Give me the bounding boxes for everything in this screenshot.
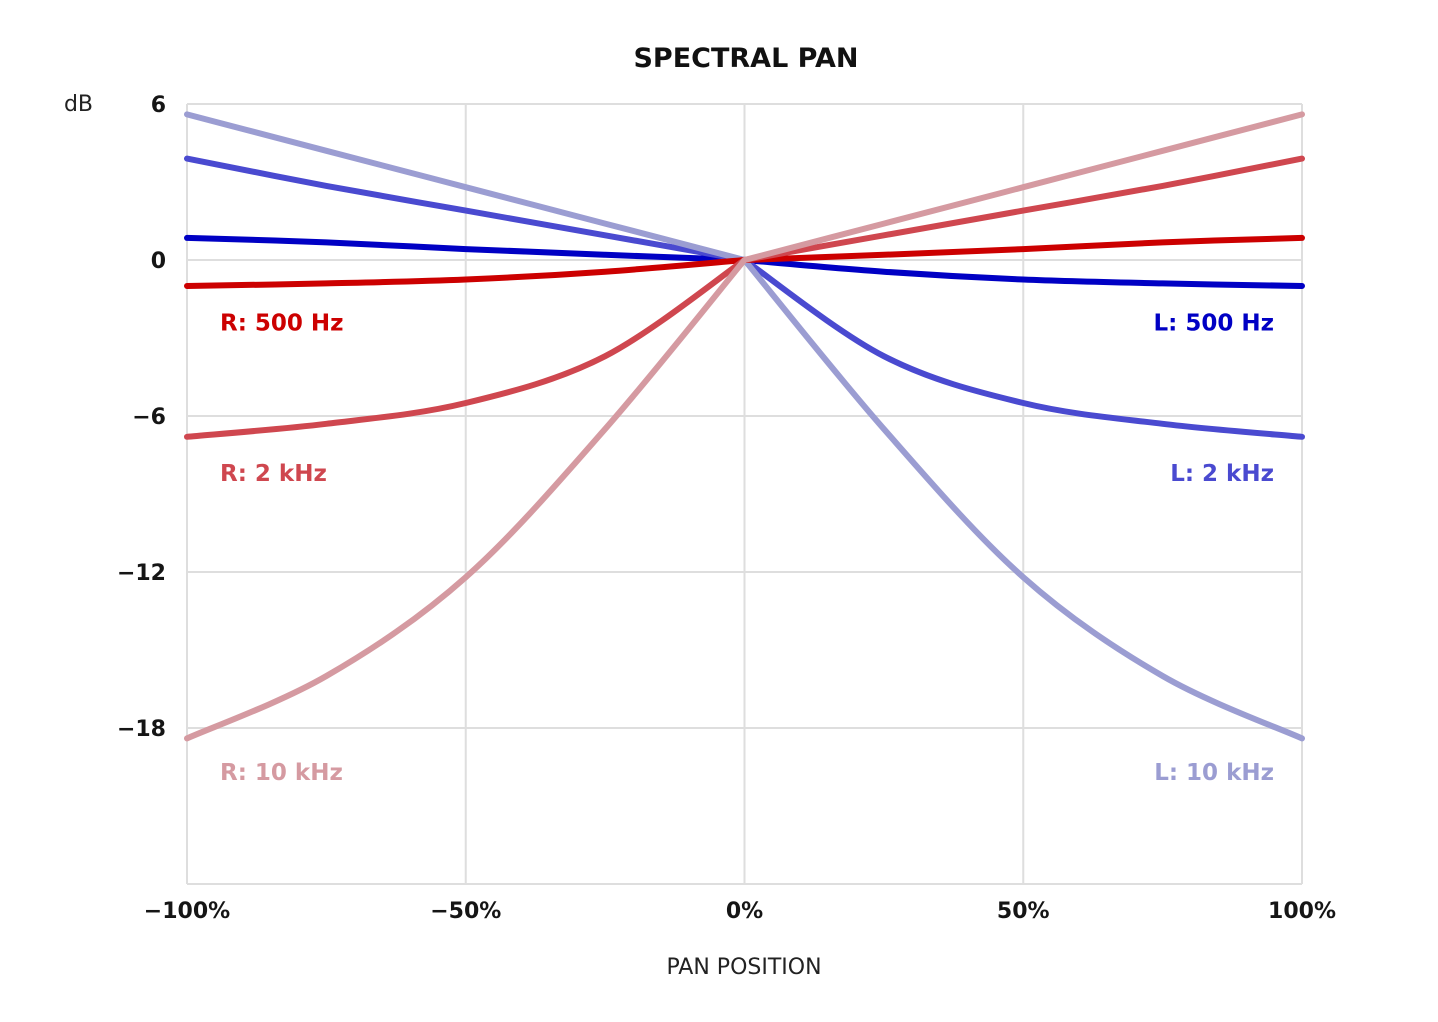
series-line-r-2-khz [184,155,1305,440]
series-lines [184,111,1305,742]
x-tick-label: 0% [726,899,763,924]
grid [186,103,1303,885]
y-axis-label: dB [64,92,93,117]
series-label: R: 10 kHz [220,760,343,786]
series-line-l-2-khz [184,155,1305,440]
y-tick-label: −12 [117,561,166,586]
series-line-r-10-khz [184,111,1305,742]
y-tick-label: 0 [151,249,166,274]
series-label: R: 2 kHz [220,461,327,487]
series-line-l-10-khz [184,111,1305,742]
series-label: L: 10 kHz [1154,760,1274,786]
x-tick-label: −50% [430,899,501,924]
y-tick-label: 6 [151,93,166,118]
series-label: L: 2 kHz [1170,461,1274,487]
series-labels: R: 500 Hz L: 500 Hz R: 2 kHz L: 2 kHz R: 10 … [220,310,1274,786]
x-axis-label: PAN POSITION [666,955,821,980]
x-tick-label: 100% [1268,899,1336,924]
chart-title: SPECTRAL PAN [633,43,858,74]
series-label: L: 500 Hz [1153,310,1274,336]
series-line-l-500-hz [184,234,1305,289]
x-tick-label: 50% [997,899,1050,924]
axis-ticks: −100% −50% 0% 50% 100% 6 0 −6 −12 −18 [117,93,1336,924]
y-tick-label: −18 [117,717,166,742]
x-tick-label: −100% [144,899,230,924]
series-line-r-500-hz [184,234,1305,289]
y-tick-label: −6 [132,405,166,430]
series-label: R: 500 Hz [220,310,344,336]
